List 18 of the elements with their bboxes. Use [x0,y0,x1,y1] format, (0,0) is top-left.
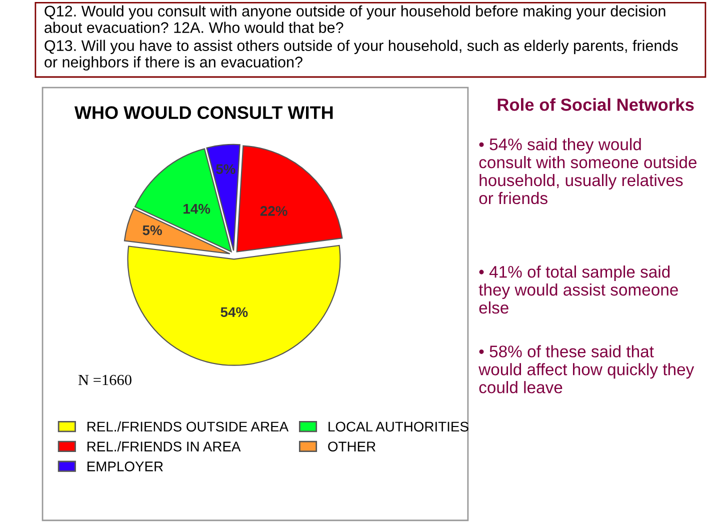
legend-label: EMPLOYER [88,462,163,472]
chart-title: WHO WOULD CONSULT WITH [74,106,333,120]
legend-label: REL./FRIENDS OUTSIDE AREA [88,421,289,432]
text: N =1660 [78,374,132,386]
text: Role of Social Networks [498,98,694,111]
data-label: 5% [216,164,236,174]
text: • 54% said they would consult with someone outside household, usually relatives or friends [479,138,696,204]
text: • 41% of total sample said they would assist someone else [478,266,678,314]
data-label: 22% [260,206,288,216]
legend-label: REL./FRIENDS IN AREA [88,441,241,452]
data-label: 54% [220,307,248,318]
legend-label: LOCAL AUTHORITIES [328,422,468,432]
text: • 58% of these said that would affect how quickly they could leave [478,345,694,394]
data-label: 5% [142,225,162,236]
legend-label: OTHER [328,442,376,452]
text: Q13. Will you have to assist others outside of your household, such as elderly parents, friends or neighbors if there is an evacuation? [44,40,678,71]
data-label: 14% [184,204,210,214]
text: Q12. Would you consult with anyone outside of your household before making your decision about evacuation? 12A. Who would that be? [44,5,666,33]
